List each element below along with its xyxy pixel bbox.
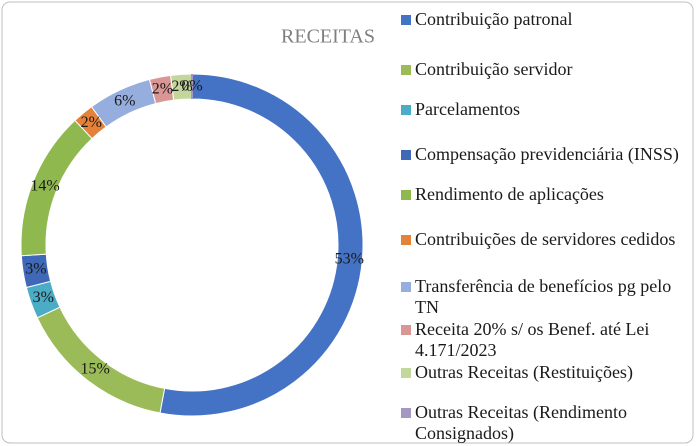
data-label: 6% [114, 93, 135, 110]
data-label: 53% [335, 251, 364, 268]
legend-swatch [401, 235, 411, 245]
legend-label: Contribuições de servidores cedidos [415, 229, 676, 249]
legend-label: Parcelamentos [415, 99, 520, 119]
legend-label: Receita 20% s/ os Benef. até Lei 4.171/2… [415, 319, 650, 360]
legend-swatch [401, 325, 411, 335]
data-label: 2% [171, 78, 192, 95]
legend-swatch [401, 408, 411, 418]
legend-label: Contribuição servidor [415, 59, 573, 79]
data-label: 0% [181, 78, 202, 95]
legend-label: Rendimento de aplicações [415, 184, 604, 204]
legend-label: Contribuição patronal [415, 9, 573, 29]
legend-label: Outras Receitas (Restituições) [415, 362, 633, 382]
data-label: 15% [80, 361, 109, 378]
data-label: 2% [152, 80, 173, 97]
data-label: 3% [25, 260, 46, 277]
legend-swatch [401, 105, 411, 115]
legend-swatch [401, 282, 411, 292]
chart-title: RECEITAS [281, 26, 375, 48]
legend-label: Outras Receitas (Rendimento Consignados) [415, 402, 627, 443]
data-label: 3% [33, 289, 54, 306]
slice [159, 73, 364, 417]
legend-label: Transferência de benefícios pg pelo TN [415, 276, 672, 317]
legend-swatch [401, 368, 411, 378]
legend-swatch [401, 65, 411, 75]
legend-label: Compensação previdenciária (INSS) [415, 144, 679, 164]
data-label: 14% [30, 178, 59, 195]
legend-swatch [401, 190, 411, 200]
legend-swatch [401, 15, 411, 25]
legend-swatch [401, 150, 411, 160]
data-label: 2% [81, 114, 102, 131]
